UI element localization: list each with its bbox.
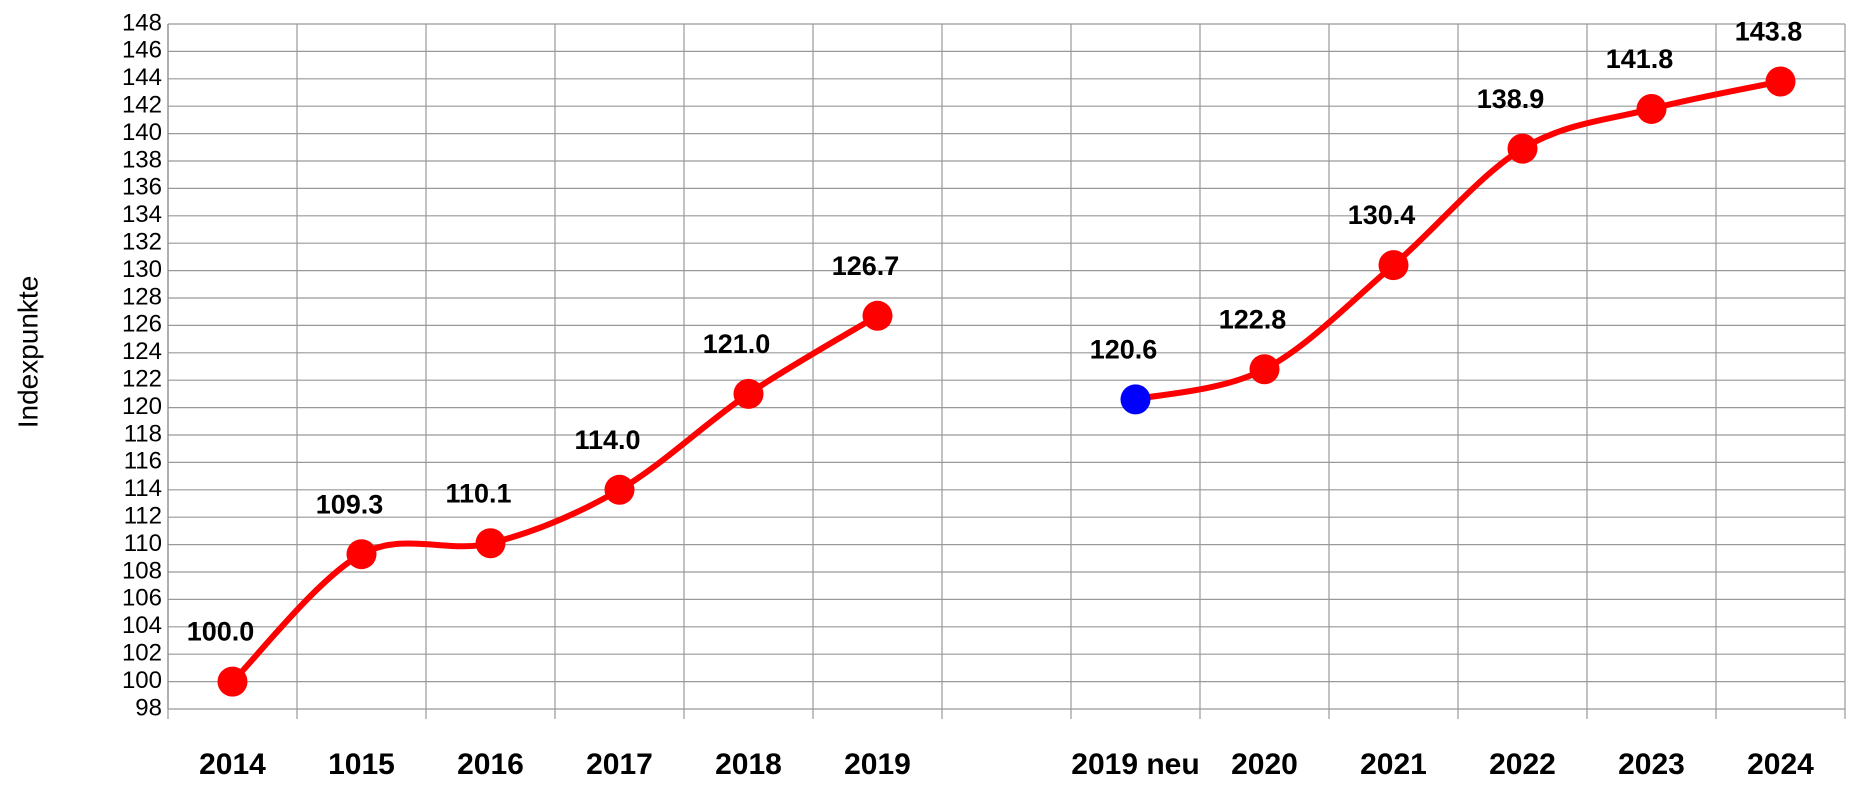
y-tick-label: 104 (122, 612, 162, 639)
y-tick-label: 142 (122, 92, 162, 119)
y-tick-label: 132 (122, 229, 162, 256)
y-tick-label: 116 (124, 448, 162, 475)
value-label: 130.4 (1348, 200, 1416, 230)
y-tick-label: 130 (122, 256, 162, 283)
marker (1378, 250, 1409, 281)
x-tick-label: 2021 (1360, 748, 1427, 781)
x-tick-label: 2017 (586, 748, 653, 781)
y-tick-label: 100 (122, 667, 162, 694)
x-tick-label: 1015 (328, 748, 395, 781)
value-label: 110.1 (445, 478, 511, 508)
y-tick-label: 134 (122, 201, 162, 228)
x-tick-label: 2022 (1489, 748, 1556, 781)
value-label: 122.8 (1219, 304, 1287, 334)
y-tick-label: 118 (124, 420, 162, 447)
y-tick-label: 124 (122, 338, 162, 365)
y-tick-label: 110 (124, 530, 162, 557)
y-tick-label: 148 (122, 9, 162, 36)
value-label: 100.0 (187, 617, 255, 647)
value-label: 141.8 (1606, 44, 1674, 74)
y-tick-label: 136 (122, 174, 162, 201)
y-tick-label: 112 (124, 503, 162, 530)
y-tick-label: 138 (122, 146, 162, 173)
marker (1120, 384, 1151, 415)
y-tick-label: 144 (122, 64, 162, 91)
y-tick-label: 122 (122, 366, 162, 393)
y-tick-label: 140 (122, 119, 162, 146)
x-tick-label: 2024 (1747, 748, 1814, 781)
line (230, 78, 1782, 684)
marker (217, 666, 248, 697)
x-tick-label: 2020 (1231, 748, 1298, 781)
y-tick-label: 146 (122, 37, 162, 64)
value-label: 121.0 (703, 329, 771, 359)
value-label: 126.7 (832, 251, 900, 281)
y-tick-label: 128 (122, 283, 162, 310)
y-tick-label: 98 (135, 694, 162, 721)
value-label: 114.0 (574, 425, 640, 455)
y-axis-label: Indexpunkte (12, 276, 43, 429)
x-tick-label: 2023 (1618, 748, 1685, 781)
marker (346, 539, 377, 570)
x-tick-label: 2016 (457, 748, 524, 781)
value-label: 138.9 (1477, 84, 1545, 114)
marker (1249, 354, 1280, 385)
y-tick-label: 108 (122, 557, 162, 584)
x-tick-label: 2019 (844, 748, 911, 781)
x-tick-label: 2014 (199, 748, 266, 781)
marker (1636, 93, 1667, 124)
x-tick-label: 2019 neu (1071, 748, 1199, 781)
marker (733, 378, 764, 409)
x-tick-label: 2018 (715, 748, 782, 781)
y-tick-label: 120 (122, 393, 162, 420)
value-label: 143.8 (1735, 17, 1803, 47)
marker (1507, 133, 1538, 164)
value-label: 120.6 (1090, 335, 1158, 365)
marker (862, 300, 893, 331)
marker (604, 474, 635, 505)
y-tick-label: 126 (122, 311, 162, 338)
marker (1765, 66, 1796, 97)
y-tick-label: 106 (122, 585, 162, 612)
marker (475, 528, 506, 559)
y-tick-label: 102 (122, 640, 162, 667)
y-tick-label: 114 (124, 475, 162, 502)
value-label: 109.3 (316, 489, 384, 519)
